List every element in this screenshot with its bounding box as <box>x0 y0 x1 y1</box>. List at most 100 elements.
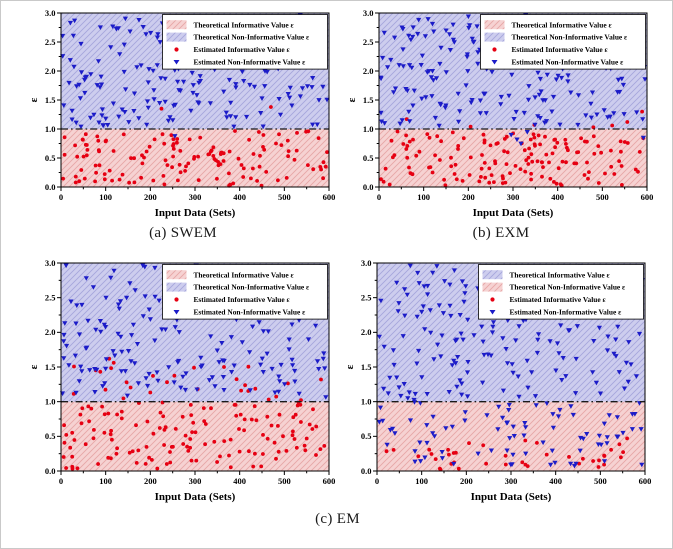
svg-text:400: 400 <box>549 476 562 486</box>
x-axis-label: Input Data (Sets) <box>155 491 236 503</box>
svg-text:600: 600 <box>323 192 336 202</box>
y-axis-label: ε <box>344 364 356 369</box>
svg-text:500: 500 <box>278 192 291 202</box>
svg-text:300: 300 <box>505 476 518 486</box>
region-theoretical-informative <box>379 129 647 187</box>
svg-text:Estimated Informative Value ε: Estimated Informative Value ε <box>194 295 290 304</box>
svg-text:400: 400 <box>233 192 246 202</box>
svg-text:2.5: 2.5 <box>361 293 372 303</box>
svg-text:Theoretical Non-Informative Va: Theoretical Non-Informative Value ε <box>194 33 310 42</box>
svg-text:3.0: 3.0 <box>361 258 372 268</box>
svg-text:2.0: 2.0 <box>361 327 372 337</box>
svg-text:0.0: 0.0 <box>45 182 56 192</box>
svg-text:Estimated Non-Informative Valu: Estimated Non-Informative Value ε <box>512 58 624 67</box>
svg-text:3.0: 3.0 <box>363 8 374 18</box>
axes: 0 100 200 300 400 500 600 0.0 0.5 1.0 1.5 2.0 2.5 3.0 <box>45 258 336 486</box>
svg-text:Theoretical Informative Value: Theoretical Informative Value ε <box>512 20 612 29</box>
caption-em: (c) EM <box>315 511 360 527</box>
svg-text:0.5: 0.5 <box>45 153 56 163</box>
svg-text:3.0: 3.0 <box>45 8 56 18</box>
svg-text:2.0: 2.0 <box>45 66 56 76</box>
svg-text:Theoretical Informative Value: Theoretical Informative Value ε <box>510 270 610 279</box>
svg-text:600: 600 <box>323 476 336 486</box>
axes: 0 100 200 300 400 500 600 0.0 0.5 1.0 1.5 2.0 2.5 3.0 <box>363 8 654 202</box>
svg-text:Theoretical Non-Informative Va: Theoretical Non-Informative Value ε <box>194 283 310 292</box>
chart-em-left: 0 100 200 300 400 500 600 0.0 0.5 1.0 1.5 2.0 2.5 3.0… <box>28 258 336 503</box>
svg-text:0: 0 <box>377 192 381 202</box>
x-axis-label: Input Data (Sets) <box>471 491 552 503</box>
svg-text:2.5: 2.5 <box>45 293 56 303</box>
svg-text:0.5: 0.5 <box>45 431 56 441</box>
series-estimated-informative <box>61 105 329 188</box>
caption-exm: (b) EXM <box>472 225 530 241</box>
chart-swem: 0 100 200 300 400 500 600 0.0 0.5 1.0 1.5 2.0 2.5 3.0… <box>28 8 336 219</box>
svg-text:3.0: 3.0 <box>45 258 56 268</box>
svg-text:300: 300 <box>507 192 520 202</box>
svg-text:Estimated Informative Value ε: Estimated Informative Value ε <box>194 45 290 54</box>
legend: Theoretical Informative Value ε Theoretic… <box>162 14 328 70</box>
series-estimated-informative <box>384 436 629 472</box>
caption-swem: (a) SWEM <box>149 225 217 241</box>
svg-text:1.0: 1.0 <box>363 124 374 134</box>
svg-text:300: 300 <box>189 192 202 202</box>
svg-text:1.0: 1.0 <box>45 124 56 134</box>
svg-text:600: 600 <box>639 476 652 486</box>
svg-text:500: 500 <box>278 476 291 486</box>
svg-text:Estimated Non-Informative Valu: Estimated Non-Informative Value ε <box>510 308 622 317</box>
chart-exm: 0 100 200 300 400 500 600 0.0 0.5 1.0 1.5 2.0 2.5 3.0… <box>346 8 654 219</box>
svg-text:Estimated Non-Informative Valu: Estimated Non-Informative Value ε <box>194 308 306 317</box>
svg-text:0.0: 0.0 <box>45 466 56 476</box>
legend: Theoretical Informative Value ε Theoretic… <box>162 264 328 320</box>
axes: 0 100 200 300 400 500 600 0.0 0.5 1.0 1.5 2.0 2.5 3.0 <box>45 8 336 202</box>
svg-text:0.5: 0.5 <box>363 153 374 163</box>
svg-text:100: 100 <box>417 192 430 202</box>
svg-text:400: 400 <box>551 192 564 202</box>
svg-text:200: 200 <box>144 192 157 202</box>
svg-text:600: 600 <box>641 192 654 202</box>
svg-text:100: 100 <box>415 476 428 486</box>
legend: Theoretical Informative Value ε Theoretic… <box>478 264 644 320</box>
x-axis-label: Input Data (Sets) <box>473 207 554 219</box>
x-axis-label: Input Data (Sets) <box>155 207 236 219</box>
svg-text:1.5: 1.5 <box>363 95 374 105</box>
svg-text:Theoretical Informative Value: Theoretical Informative Value ε <box>194 270 294 279</box>
svg-text:400: 400 <box>233 476 246 486</box>
svg-text:0.5: 0.5 <box>361 431 372 441</box>
svg-text:500: 500 <box>594 476 607 486</box>
svg-text:2.0: 2.0 <box>363 66 374 76</box>
svg-text:200: 200 <box>144 476 157 486</box>
svg-text:Theoretical Non-Informative Va: Theoretical Non-Informative Value ε <box>512 33 628 42</box>
y-axis-label: ε <box>28 364 40 369</box>
svg-text:300: 300 <box>189 476 202 486</box>
svg-text:0: 0 <box>59 192 63 202</box>
svg-text:200: 200 <box>462 192 475 202</box>
svg-text:Estimated Informative Value ε: Estimated Informative Value ε <box>512 45 608 54</box>
svg-text:200: 200 <box>460 476 473 486</box>
svg-text:0.0: 0.0 <box>363 182 374 192</box>
svg-text:Theoretical Non-Informative Va: Theoretical Non-Informative Value ε <box>510 283 626 292</box>
svg-text:1.0: 1.0 <box>45 397 56 407</box>
series-estimated-informative <box>61 356 327 471</box>
svg-text:2.5: 2.5 <box>363 37 374 47</box>
svg-text:Estimated Non-Informative Valu: Estimated Non-Informative Value ε <box>194 58 306 67</box>
svg-text:0: 0 <box>375 476 379 486</box>
svg-text:2.0: 2.0 <box>45 327 56 337</box>
svg-text:Theoretical Informative Value: Theoretical Informative Value ε <box>194 20 294 29</box>
y-axis-label: ε <box>28 97 40 102</box>
svg-text:0.0: 0.0 <box>361 466 372 476</box>
axes: 0 100 200 300 400 500 600 0.0 0.5 1.0 1.5 2.0 2.5 3.0 <box>361 258 652 486</box>
svg-text:2.5: 2.5 <box>45 37 56 47</box>
svg-text:Estimated Informative Value ε: Estimated Informative Value ε <box>510 295 606 304</box>
svg-text:1.5: 1.5 <box>45 362 56 372</box>
svg-text:1.5: 1.5 <box>45 95 56 105</box>
svg-text:1.0: 1.0 <box>361 397 372 407</box>
svg-text:0: 0 <box>59 476 63 486</box>
y-axis-label: ε <box>346 97 358 102</box>
svg-text:1.5: 1.5 <box>361 362 372 372</box>
svg-text:100: 100 <box>99 476 112 486</box>
svg-text:500: 500 <box>596 192 609 202</box>
chart-em-right: 0 100 200 300 400 500 600 0.0 0.5 1.0 1.5 2.0 2.5 3.0… <box>344 258 652 503</box>
legend: Theoretical Informative Value ε Theoretic… <box>480 14 646 70</box>
series-estimated-informative <box>379 109 646 188</box>
